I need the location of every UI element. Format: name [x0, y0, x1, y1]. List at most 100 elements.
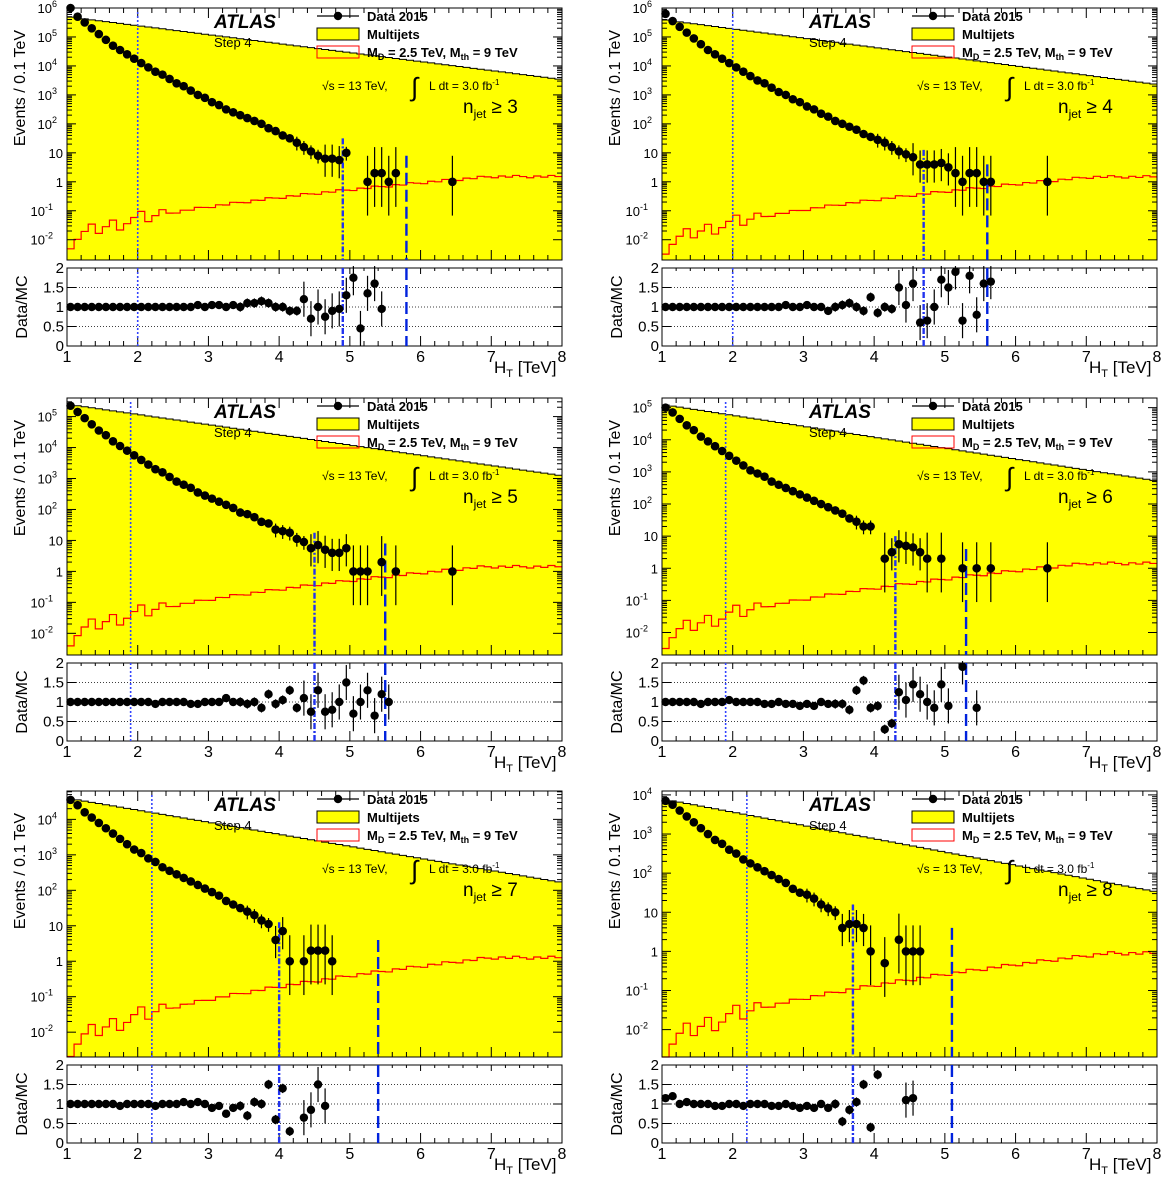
- x-tick-label: 7: [1082, 1146, 1091, 1163]
- data-point: [788, 94, 798, 104]
- x-axis-title: HT [TeV]: [494, 1155, 556, 1177]
- data-point: [661, 796, 670, 806]
- legend-signal-swatch: [316, 828, 360, 842]
- data-point: [363, 567, 372, 576]
- njet-cut-label: njet ≥ 6: [1058, 487, 1113, 511]
- legend-data-label: Data 2015: [367, 792, 428, 807]
- data-point: [901, 149, 911, 159]
- data-point: [887, 547, 897, 557]
- y-tick-label: 10-1: [626, 591, 648, 608]
- ratio-point: [186, 1099, 195, 1109]
- legend-signal-swatch: [911, 828, 955, 842]
- data-point: [845, 919, 854, 929]
- legend-signal-part: D: [973, 52, 980, 62]
- ratio-axis-title: Data/MC: [609, 670, 626, 733]
- ratio-point: [200, 302, 210, 312]
- signal-histogram: [67, 174, 562, 250]
- y-tick-label: 10-2: [31, 624, 53, 641]
- data-point: [278, 526, 287, 536]
- ratio-point: [158, 1099, 167, 1109]
- ratio-point: [930, 302, 939, 312]
- ratio-point: [356, 324, 365, 333]
- ratio-point: [972, 310, 981, 319]
- ratio-point: [228, 1103, 238, 1113]
- integral-sign: ∫: [1004, 855, 1015, 885]
- ratio-point: [264, 690, 273, 699]
- data-point: [816, 900, 826, 909]
- multijets-histogram: [661, 404, 1158, 656]
- x-tick-label: 3: [799, 744, 808, 761]
- data-point: [795, 888, 805, 898]
- legend-signal-part: M: [367, 435, 378, 450]
- data-point: [986, 563, 996, 573]
- ratio-point: [144, 697, 153, 707]
- ratio-point: [144, 302, 153, 312]
- ratio-point: [795, 302, 805, 312]
- data-point: [774, 87, 783, 97]
- y-tick-exponent: 3: [52, 86, 57, 96]
- ratio-point: [122, 697, 132, 707]
- data-point: [731, 456, 741, 465]
- y-tick-label: 10-2: [626, 1021, 648, 1038]
- legend-signal-part: th: [1056, 52, 1065, 62]
- legend-signal-part: = 2.5 TeV, M: [384, 828, 460, 843]
- ratio-point: [703, 302, 713, 312]
- y-tick-base: 10: [38, 117, 52, 132]
- y-tick-exponent: -2: [45, 1023, 53, 1033]
- lumi-text: L dt = 3.0 fb: [429, 79, 493, 93]
- ratio-point: [781, 699, 790, 709]
- data-point: [986, 177, 996, 187]
- ratio-point: [760, 699, 769, 709]
- y-tick-base: 10: [626, 233, 640, 248]
- ratio-point: [250, 1097, 259, 1107]
- y-tick-exponent: -1: [640, 591, 648, 601]
- ratio-point: [922, 316, 932, 325]
- data-point: [334, 548, 344, 558]
- legend-signal-swatch: [316, 45, 360, 59]
- ratio-point: [172, 302, 181, 312]
- energy-label: √s = 13 TeV,: [322, 862, 388, 876]
- data-point: [108, 41, 118, 50]
- ratio-point: [668, 1092, 677, 1101]
- ratio-point: [823, 306, 833, 316]
- y-tick-exponent: 3: [52, 846, 57, 856]
- ratio-tick-label: 0: [56, 338, 64, 355]
- data-point: [151, 857, 160, 867]
- data-point: [235, 508, 245, 517]
- data-point: [306, 147, 316, 156]
- y-tick-label: 102: [38, 500, 57, 517]
- data-point: [965, 168, 974, 178]
- data-point: [207, 494, 217, 503]
- data-point: [200, 884, 210, 893]
- ratio-tick-label: 0.5: [43, 714, 64, 731]
- ratio-point: [292, 306, 302, 316]
- x-tick-label: 5: [345, 349, 354, 366]
- ratio-tick-label: 0.5: [43, 319, 64, 336]
- ratio-point: [781, 300, 790, 310]
- data-point: [901, 947, 911, 956]
- ratio-point: [137, 697, 146, 707]
- lumi-text: L dt = 3.0 fb: [1024, 862, 1088, 876]
- ratio-point: [682, 697, 691, 707]
- ratio-point: [795, 1103, 805, 1113]
- ratio-point: [696, 1099, 706, 1109]
- lumi-exponent: -1: [1087, 861, 1095, 870]
- energy-label: √s = 13 TeV,: [917, 862, 983, 876]
- data-point: [880, 138, 890, 147]
- data-point: [731, 849, 741, 858]
- y-tick-base: 10: [626, 626, 640, 641]
- ratio-point: [158, 697, 167, 707]
- y-tick-exponent: 5: [647, 28, 652, 38]
- data-point: [73, 800, 82, 810]
- legend-signal-part: th: [1056, 835, 1065, 845]
- ratio-point: [278, 1084, 287, 1093]
- legend-signal-part: M: [962, 45, 973, 60]
- ratio-point: [979, 279, 988, 288]
- ratio-point: [710, 1101, 720, 1111]
- ratio-point: [809, 302, 819, 312]
- data-point: [746, 465, 755, 475]
- y-tick-base: 10: [633, 30, 647, 45]
- legend-signal-label: MD = 2.5 TeV, Mth = 9 TeV: [962, 435, 1113, 452]
